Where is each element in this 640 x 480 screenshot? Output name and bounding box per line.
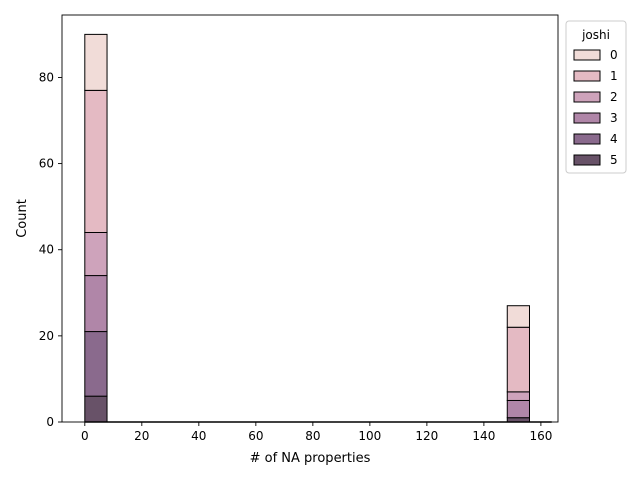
x-tick-label: 160 xyxy=(529,429,552,443)
bar-joshi-0-bin-19 xyxy=(506,305,530,328)
x-tick-label: 40 xyxy=(191,429,206,443)
legend-label-1: 1 xyxy=(610,69,618,83)
legend-swatch-5 xyxy=(573,154,601,166)
legend-swatch-3 xyxy=(573,112,601,124)
legend-items: 0 1 2 3 4 5 xyxy=(573,48,618,167)
bar-joshi-2-bin-0 xyxy=(84,231,108,277)
x-tick-label: 140 xyxy=(472,429,495,443)
x-tick-label: 0 xyxy=(81,429,89,443)
bar-joshi-0-bin-0 xyxy=(84,33,108,91)
bar-joshi-1-bin-19 xyxy=(506,326,530,393)
legend-swatch-1 xyxy=(573,70,601,82)
legend-label-2: 2 xyxy=(610,90,618,104)
x-tick-label: 80 xyxy=(305,429,320,443)
y-tick-label: 80 xyxy=(39,70,54,84)
legend-label-5: 5 xyxy=(610,153,618,167)
legend-label-4: 4 xyxy=(610,132,618,146)
legend-label-0: 0 xyxy=(610,48,618,62)
bar-joshi-4-bin-0 xyxy=(84,331,108,397)
bar-joshi-1-bin-0 xyxy=(84,89,108,233)
y-tick-label: 60 xyxy=(39,157,54,171)
legend-swatch-0 xyxy=(573,49,601,61)
y-tick-label: 0 xyxy=(46,415,54,429)
bar-joshi-2-bin-19 xyxy=(506,391,530,401)
x-tick-label: 100 xyxy=(358,429,381,443)
x-tick-label: 120 xyxy=(415,429,438,443)
x-tick-label: 20 xyxy=(134,429,149,443)
bar-joshi-3-bin-19 xyxy=(506,399,530,419)
axes-frame xyxy=(61,14,559,423)
bars-layer xyxy=(84,33,552,423)
y-axis-ticks: 0 20 40 60 80 xyxy=(39,70,62,429)
bar-joshi-3-bin-0 xyxy=(84,275,108,333)
legend-swatch-4 xyxy=(573,133,601,145)
x-axis-label: # of NA properties xyxy=(250,451,371,466)
legend-swatch-2 xyxy=(573,91,601,103)
x-tick-label: 60 xyxy=(248,429,263,443)
legend: joshi 0 1 2 3 4 5 xyxy=(565,20,627,174)
y-tick-label: 40 xyxy=(39,243,54,257)
x-axis-ticks: 0 20 40 60 80 100 120 140 160 xyxy=(81,422,552,443)
y-tick-label: 20 xyxy=(39,329,54,343)
legend-label-3: 3 xyxy=(610,111,618,125)
legend-title: joshi xyxy=(581,28,610,42)
y-axis-label: Count xyxy=(15,199,30,238)
bar-joshi-5-bin-0 xyxy=(84,395,108,423)
